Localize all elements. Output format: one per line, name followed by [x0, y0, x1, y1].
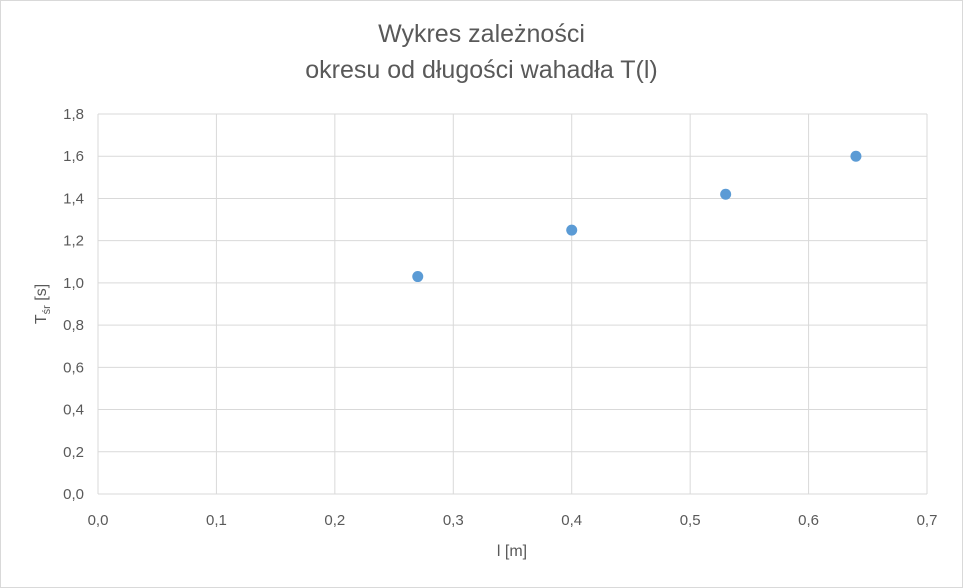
y-axis-label-unit: [s]: [33, 284, 50, 305]
y-tick-label: 1,2: [63, 233, 84, 250]
y-tick-label: 0,8: [63, 317, 84, 334]
x-tick-label: 0,4: [561, 512, 582, 529]
y-axis-label-main: T: [33, 314, 50, 324]
y-tick-label: 1,8: [63, 106, 84, 123]
tick-labels: 0,0 0,1 0,2 0,3 0,4 0,5 0,6 0,7 0,0 0,2 0,4 0,6 0,8 1…: [63, 106, 937, 529]
y-tick-label: 1,0: [63, 275, 84, 292]
x-tick-label: 0,2: [324, 512, 345, 529]
x-tick-label: 0,1: [206, 512, 227, 529]
x-tick-label: 0,6: [798, 512, 819, 529]
data-point: [412, 271, 424, 283]
data-point: [850, 150, 862, 162]
data-point: [720, 188, 732, 200]
y-axis-label: Tśr [s]: [33, 284, 53, 324]
gridlines: [97, 113, 928, 495]
chart-title-line-1: Wykres zależności: [378, 20, 585, 48]
data-series: [412, 150, 862, 283]
x-tick-label: 0,5: [680, 512, 701, 529]
y-tick-label: 0,0: [63, 486, 84, 503]
y-tick-label: 0,6: [63, 359, 84, 376]
x-tick-label: 0,3: [443, 512, 464, 529]
chart-title-line-2: okresu od długości wahadła T(l): [305, 56, 658, 84]
y-tick-label: 0,2: [63, 444, 84, 461]
x-tick-label: 0,0: [88, 512, 109, 529]
data-point: [566, 224, 578, 236]
y-axis-label-sub: śr: [41, 305, 53, 315]
x-axis-label: l [m]: [497, 543, 527, 560]
y-tick-label: 0,4: [63, 402, 84, 419]
y-tick-label: 1,4: [63, 190, 84, 207]
x-tick-label: 0,7: [917, 512, 938, 529]
y-tick-label: 1,6: [63, 148, 84, 165]
